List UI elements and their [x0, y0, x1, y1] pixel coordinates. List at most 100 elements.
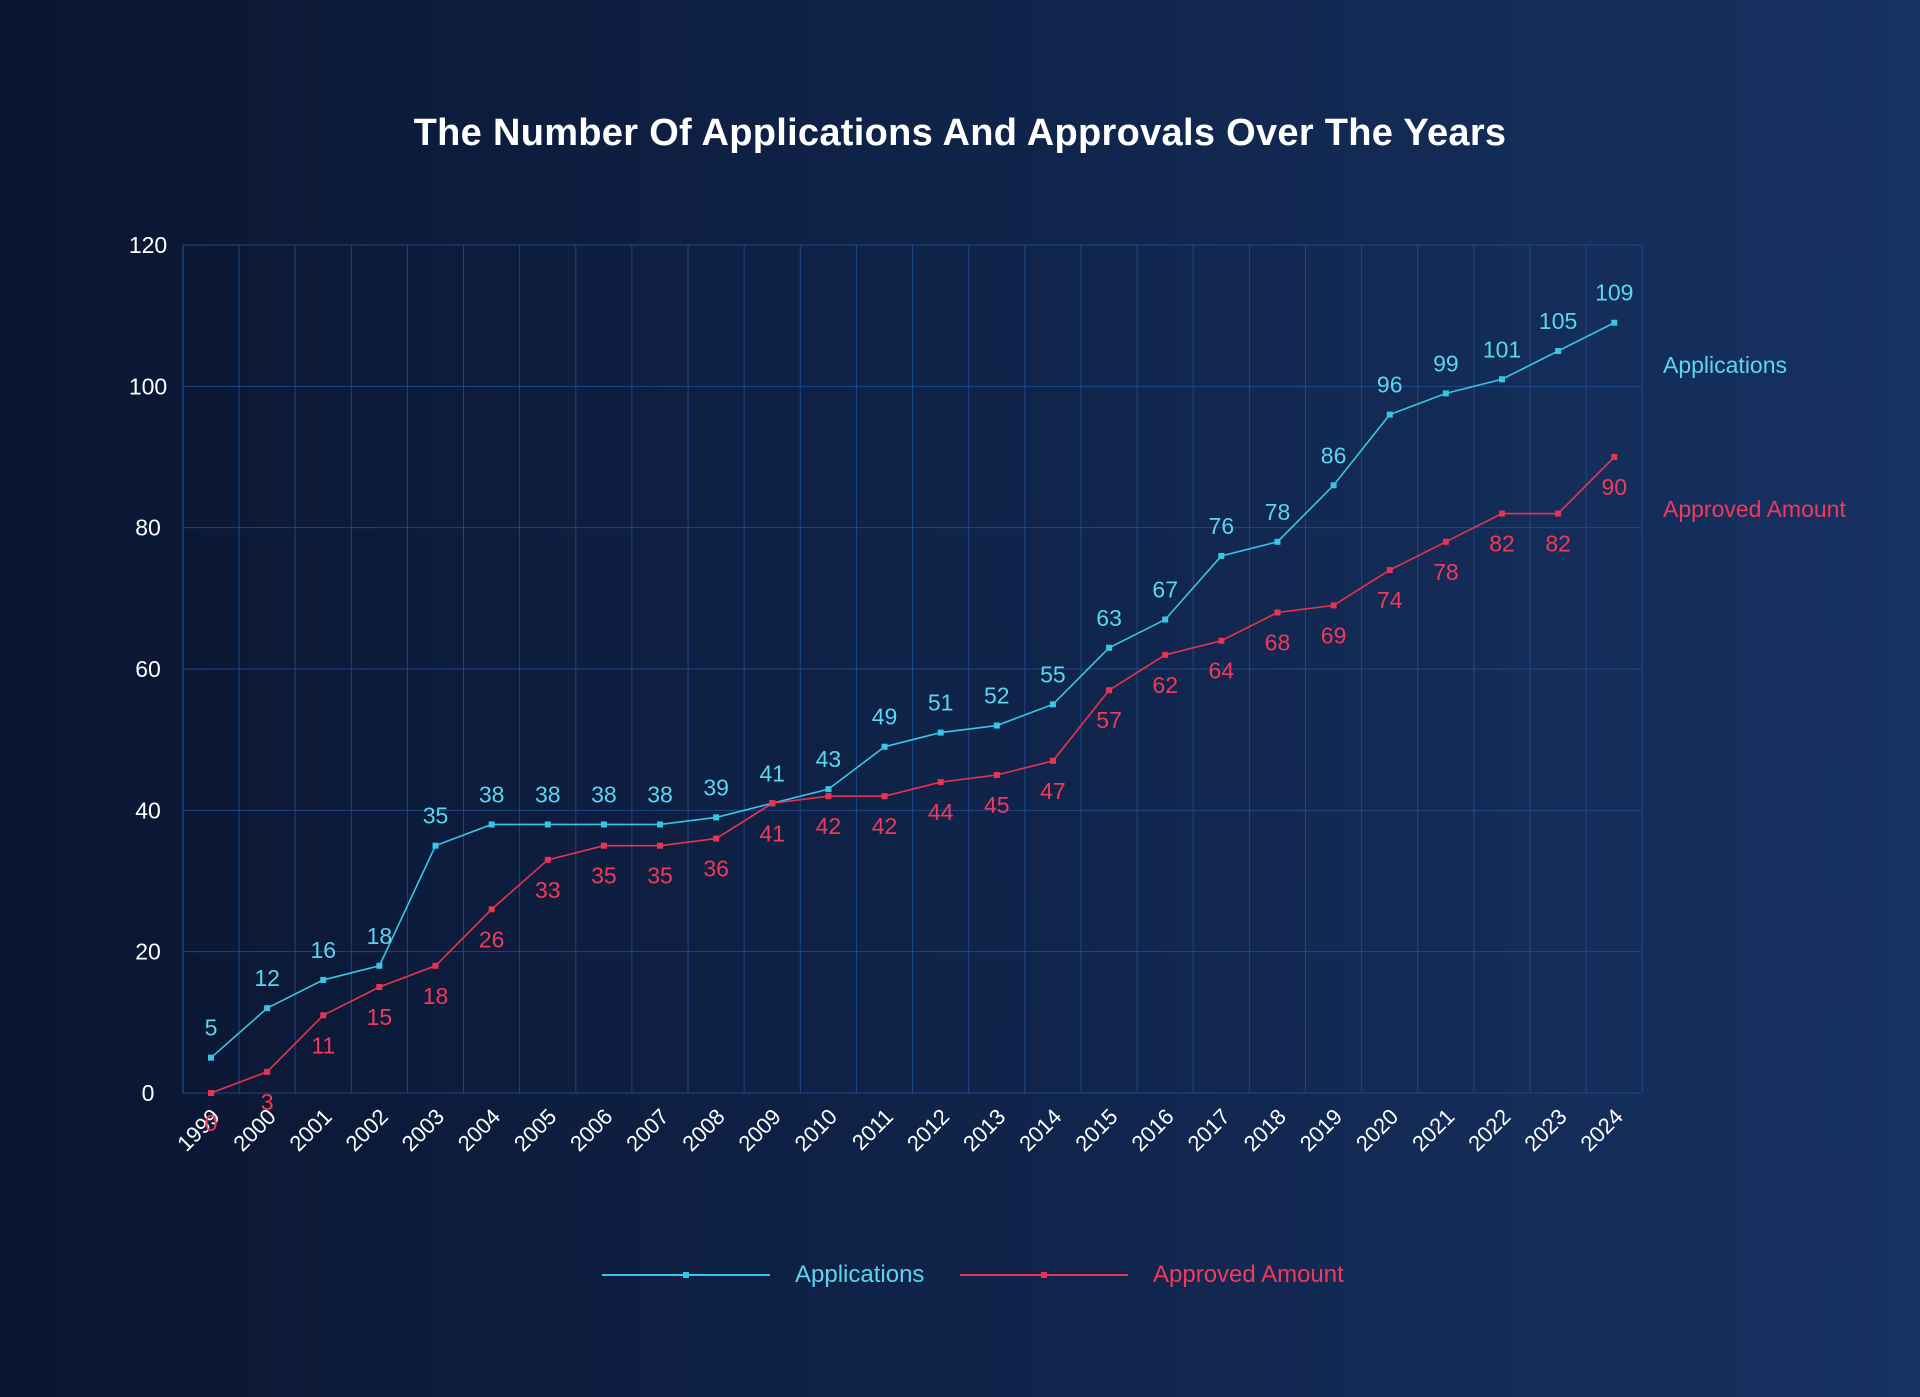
approved-amount-point — [657, 842, 664, 849]
approved-amount-data-label: 69 — [1321, 622, 1347, 648]
applications-point — [825, 786, 832, 793]
end-label-approved-amount: Approved Amount — [1663, 496, 1846, 522]
applications-data-label: 18 — [367, 923, 393, 949]
approved-amount-data-label: 68 — [1265, 629, 1291, 655]
approved-amount-point — [937, 779, 944, 786]
applications-data-label: 38 — [647, 781, 673, 807]
applications-data-label: 105 — [1539, 308, 1577, 334]
y-tick-label: 60 — [135, 656, 161, 682]
approved-amount-point — [1330, 602, 1337, 609]
applications-data-label: 51 — [928, 690, 954, 716]
approved-amount-data-label: 35 — [647, 863, 673, 889]
applications-data-label: 16 — [310, 937, 336, 963]
approved-amount-point — [376, 984, 383, 990]
chart-title: The Number Of Applications And Approvals… — [413, 112, 1507, 154]
x-tick-label: 2009 — [734, 1104, 786, 1156]
y-tick-label: 0 — [142, 1080, 155, 1106]
x-tick-label: 2006 — [565, 1104, 617, 1156]
y-tick-label: 20 — [135, 939, 161, 965]
approved-amount-data-label: 82 — [1489, 531, 1515, 557]
series-approved-amount: 0 3 11 15 18 26 33 35 35 36 41 42 42 44 45 47 57 62 64 68 69… — [205, 454, 1627, 1136]
approved-amount-data-label: 44 — [928, 799, 954, 825]
x-tick-label: 2001 — [285, 1104, 337, 1156]
approved-amount-point — [881, 793, 888, 800]
applications-point — [1049, 701, 1056, 708]
applications-data-label: 109 — [1595, 280, 1633, 306]
applications-data-label: 38 — [591, 781, 617, 807]
applications-data-label: 38 — [479, 781, 505, 807]
approved-amount-point — [1049, 757, 1056, 764]
y-axis: 0 20 40 60 80 100 120 — [129, 232, 167, 1106]
x-tick-label: 2023 — [1519, 1104, 1571, 1156]
approved-amount-data-label: 62 — [1152, 672, 1178, 698]
approved-amount-point — [1162, 651, 1169, 658]
applications-data-label: 49 — [872, 704, 898, 730]
approved-amount-data-label: 45 — [984, 792, 1010, 818]
approved-amount-point — [600, 842, 607, 849]
applications-point — [1330, 482, 1337, 489]
x-tick-label: 2021 — [1407, 1104, 1459, 1156]
applications-point — [1274, 538, 1281, 545]
chart-legend: Applications Approved Amount — [0, 1255, 1920, 1295]
applications-point — [432, 842, 439, 849]
approved-amount-point — [1498, 510, 1505, 517]
approved-amount-data-label: 57 — [1096, 707, 1122, 733]
chart-series: 5 12 16 18 35 38 38 38 38 39 41 43 49 51 52 55 63 67 76 78 8… — [205, 280, 1634, 1136]
applications-data-label: 101 — [1483, 336, 1521, 362]
applications-data-label: 43 — [816, 746, 842, 772]
approved-amount-point — [1555, 510, 1562, 517]
x-tick-label: 2010 — [790, 1104, 842, 1156]
approved-amount-point — [1106, 687, 1113, 694]
applications-line — [210, 322, 1615, 1059]
applications-point — [488, 821, 495, 828]
applications-data-label: 86 — [1321, 442, 1347, 468]
approved-amount-point — [544, 856, 551, 863]
legend-swatch-applications — [602, 1272, 770, 1278]
approved-amount-point — [993, 772, 1000, 778]
chart-grid — [182, 244, 1643, 1094]
applications-point — [713, 814, 720, 821]
applications-point — [657, 821, 664, 828]
applications-point — [1442, 390, 1449, 397]
approved-amount-data-label: 11 — [311, 1032, 335, 1058]
applications-point — [208, 1054, 214, 1061]
approved-amount-point — [769, 800, 776, 807]
applications-data-label: 78 — [1265, 499, 1291, 525]
approved-amount-point — [1274, 609, 1281, 616]
x-tick-label: 2015 — [1070, 1104, 1122, 1156]
applications-point — [1218, 552, 1225, 559]
x-axis: 1999 2000 2001 2002 2003 2004 2005 2006 2007 2008… — [172, 1104, 1628, 1156]
approved-amount-data-label: 0 — [205, 1110, 218, 1136]
approved-amount-data-label: 18 — [423, 983, 449, 1009]
applications-point — [600, 821, 607, 828]
x-tick-label: 2024 — [1575, 1104, 1627, 1156]
approved-amount-data-label: 36 — [703, 856, 729, 882]
x-tick-label: 2019 — [1295, 1104, 1347, 1156]
approved-amount-point — [1386, 567, 1393, 574]
approved-amount-data-label: 74 — [1377, 587, 1403, 613]
applications-point — [264, 1005, 271, 1012]
approved-amount-data-label: 15 — [367, 1004, 393, 1030]
applications-data-label: 55 — [1040, 661, 1066, 687]
approved-amount-point — [264, 1068, 271, 1075]
approved-amount-point — [488, 906, 495, 913]
applications-point — [1611, 319, 1618, 326]
applications-data-label: 99 — [1433, 350, 1459, 376]
approved-amount-data-label: 35 — [591, 863, 617, 889]
y-tick-label: 40 — [135, 797, 161, 823]
applications-data-label: 96 — [1377, 372, 1403, 398]
y-tick-label: 120 — [129, 232, 167, 258]
y-tick-label: 100 — [129, 373, 167, 399]
x-tick-label: 2004 — [453, 1104, 505, 1156]
applications-point — [320, 976, 327, 983]
applications-data-label: 35 — [423, 803, 449, 829]
approved-amount-point — [1611, 454, 1618, 460]
approved-amount-data-label: 41 — [760, 820, 786, 846]
x-tick-label: 2005 — [509, 1104, 561, 1156]
x-tick-label: 2018 — [1239, 1104, 1291, 1156]
approved-amount-line — [210, 456, 1615, 1094]
applications-point — [544, 821, 551, 828]
approved-amount-point — [1442, 538, 1449, 545]
